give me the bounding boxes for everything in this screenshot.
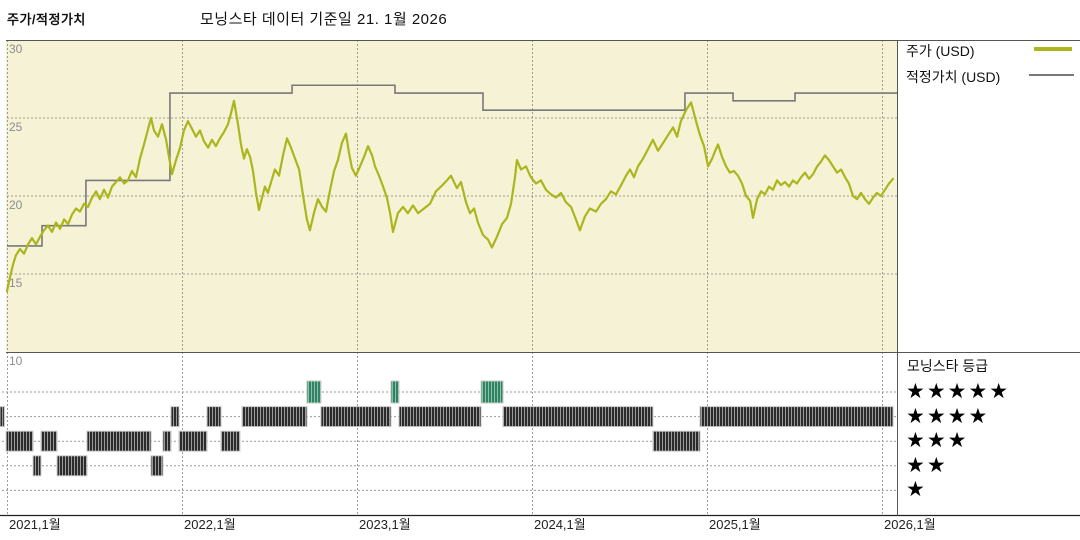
legend-fair-value-label: 적정가치 (USD) <box>906 69 1001 85</box>
x-axis-tick-label: 2022,1월 <box>184 517 236 532</box>
rating-band-2-star <box>150 455 164 477</box>
rating-band-2-star <box>32 455 42 477</box>
y-axis-tick-label: 15 <box>9 276 23 290</box>
rating-row-2-stars: ★★ <box>906 453 948 477</box>
rating-band-4-star <box>398 406 482 428</box>
rating-band-3-star <box>162 430 172 452</box>
legend-price-label: 주가 (USD) <box>906 43 975 59</box>
rating-band-4-star <box>0 406 5 428</box>
rating-band-3-star <box>652 430 701 452</box>
chart-title: 모닝스타 데이터 기준일 21. 1월 2026 <box>200 11 448 28</box>
y-axis-tick-label: 25 <box>9 120 23 134</box>
y-axis-tick-label: 30 <box>9 42 23 56</box>
y-axis-tick-label: 20 <box>9 198 23 212</box>
rating-row-4-stars: ★★★★ <box>906 404 990 428</box>
rating-band-5-star <box>306 380 322 404</box>
fair-value-line-swatch-icon <box>1029 74 1074 76</box>
fair-value-line <box>7 84 898 247</box>
rating-band-3-star <box>40 430 58 452</box>
x-axis-tick-label: 2021,1월 <box>9 517 61 532</box>
x-axis-tick-label: 2026,1월 <box>884 517 936 532</box>
rating-band-3-star <box>178 430 208 452</box>
rating-band-2-star <box>56 455 88 477</box>
y-axis-tick-label: 10 <box>9 354 23 368</box>
x-axis-tick-label: 2023,1월 <box>359 517 411 532</box>
price-line <box>5 99 895 293</box>
rating-band-4-star <box>170 406 180 428</box>
rating-band-4-star <box>241 406 308 428</box>
price-line-swatch-icon <box>1034 47 1072 51</box>
rating-band-4-star <box>502 406 654 428</box>
rating-band-4-star <box>206 406 222 428</box>
rating-band-5-star <box>480 380 504 404</box>
rating-row-3-stars: ★★★ <box>906 429 969 453</box>
x-axis-tick-label: 2024,1월 <box>534 517 586 532</box>
x-axis-tick-label: 2025,1월 <box>709 517 761 532</box>
rating-row-5-stars: ★★★★★ <box>906 380 1011 403</box>
rating-band-3-star <box>220 430 241 452</box>
rating-band-3-star <box>86 430 152 452</box>
rating-band-4-star <box>320 406 392 428</box>
rating-row-1-stars: ★ <box>906 478 927 502</box>
rating-band-4-star <box>699 406 894 428</box>
rating-band-5-star <box>390 380 400 404</box>
panel-title: 주가/적정가치 <box>7 12 86 27</box>
rating-panel-title: 모닝스타 등급 <box>907 358 989 374</box>
rating-band-3-star <box>5 430 34 452</box>
